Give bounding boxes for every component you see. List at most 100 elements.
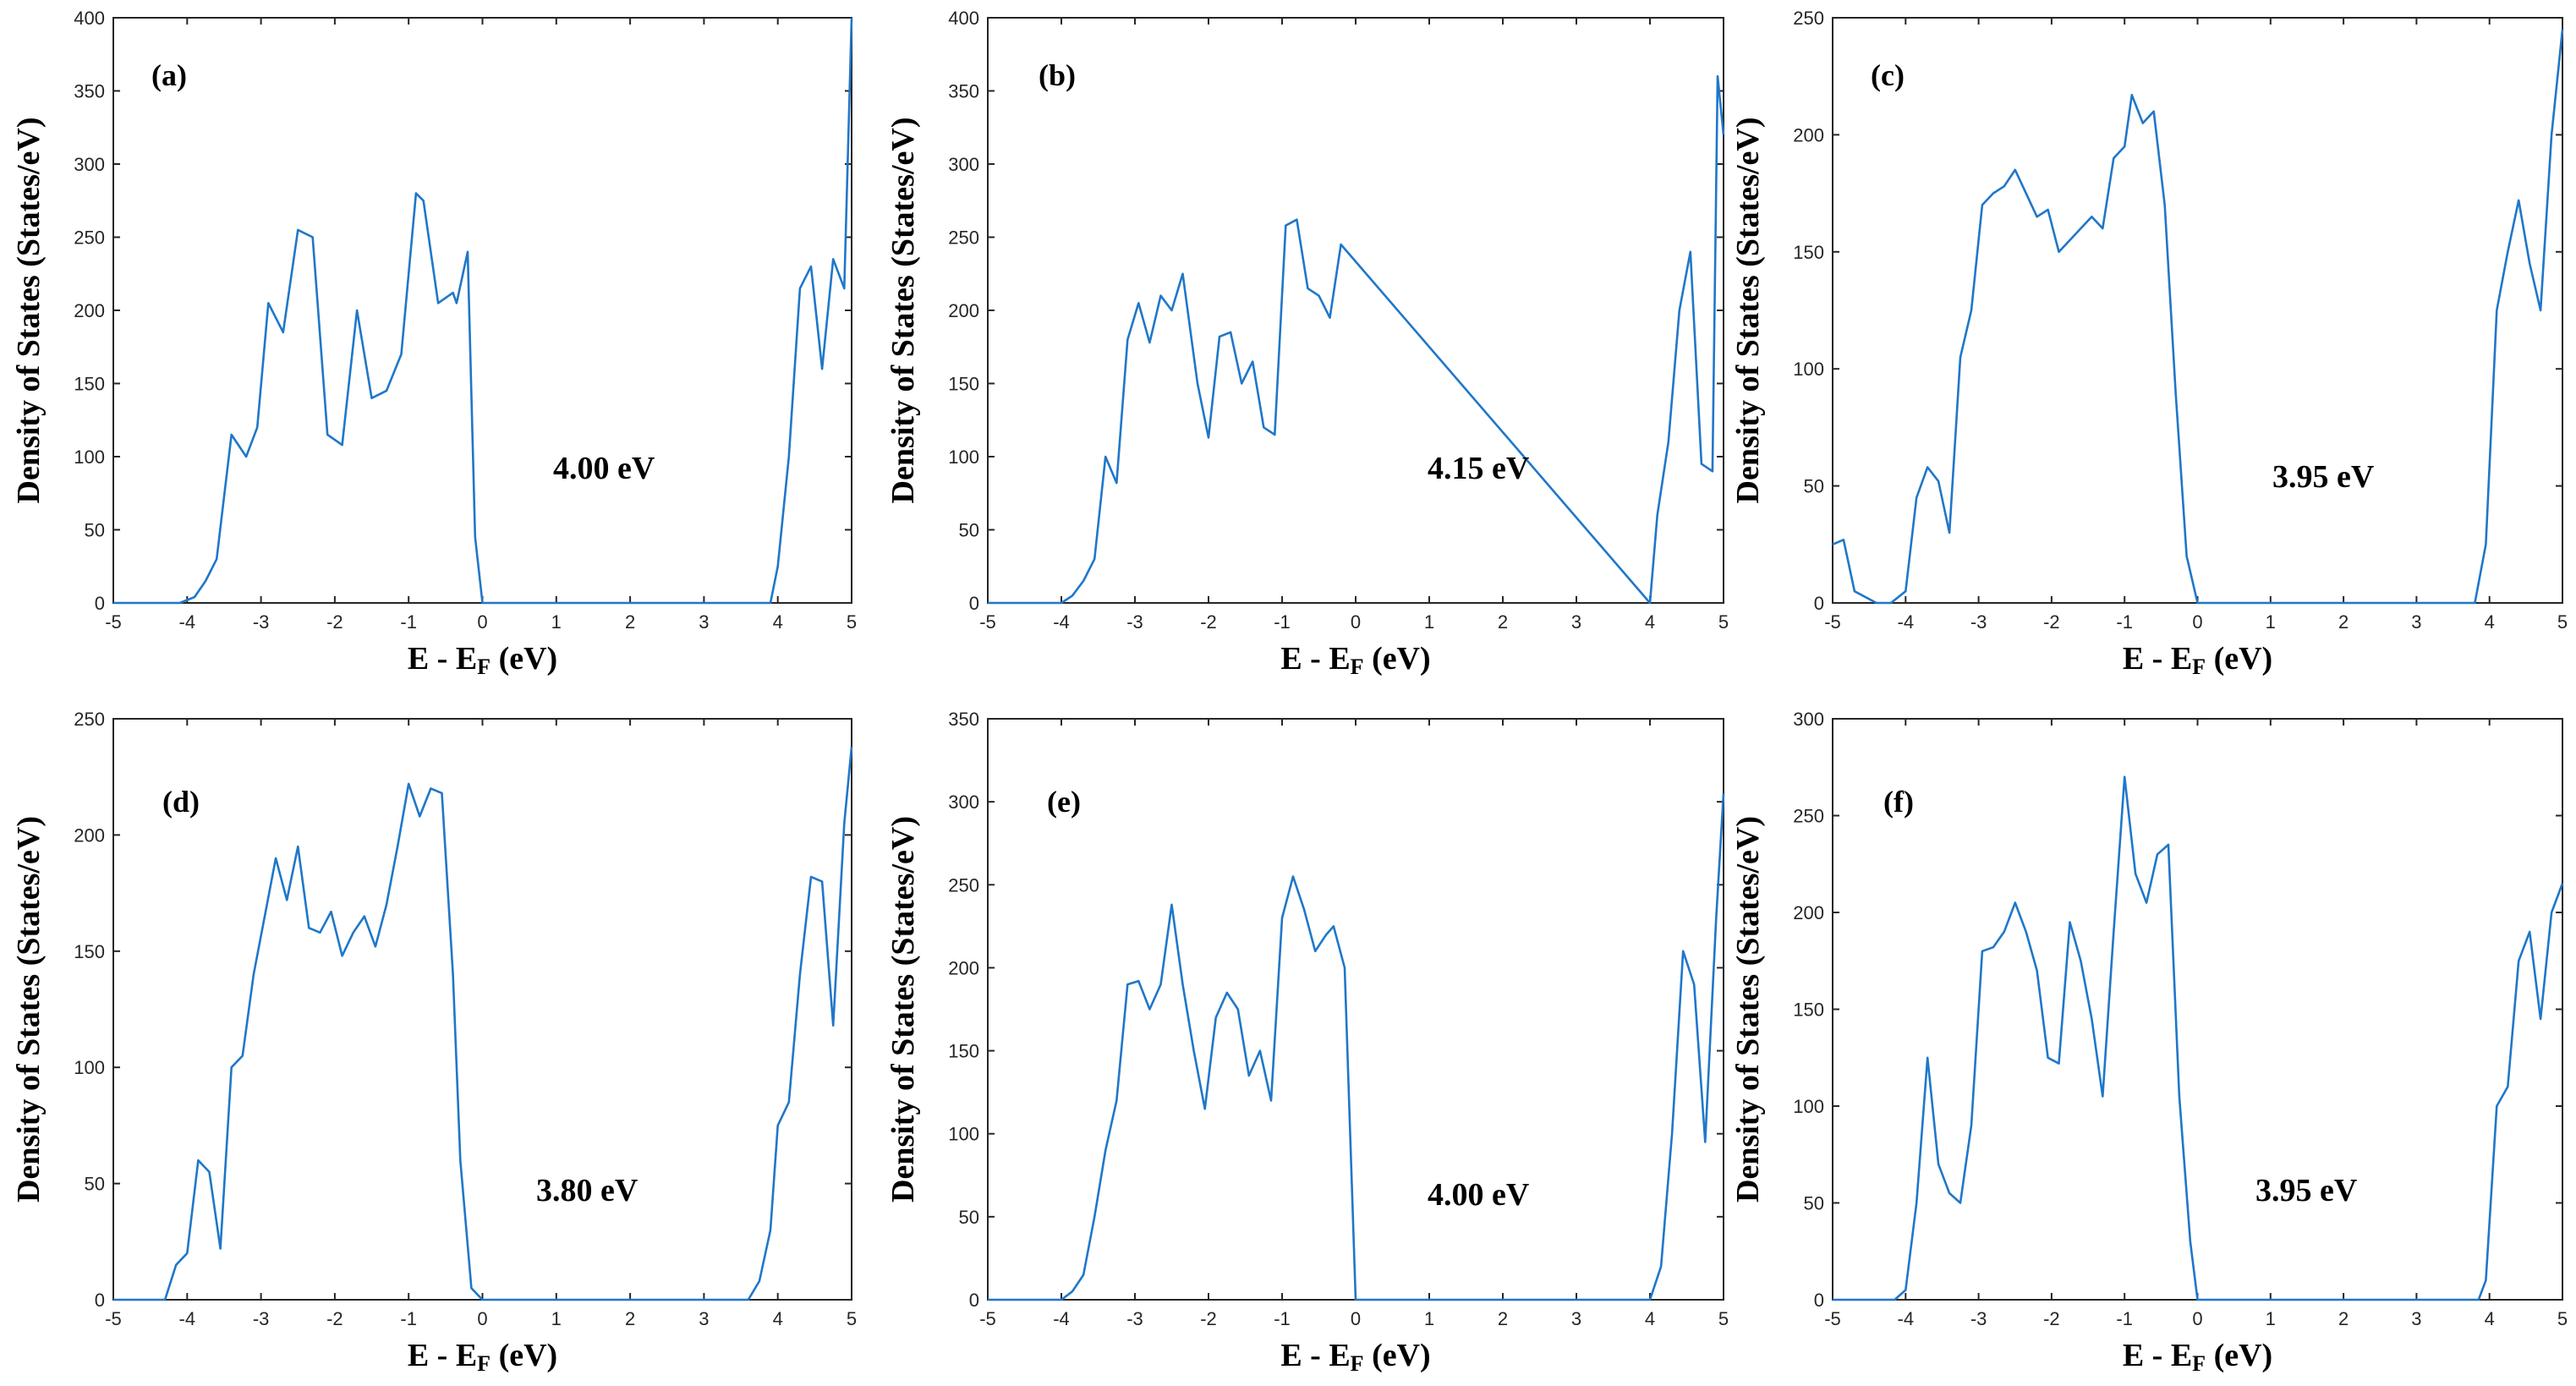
x-tick-label: -4 [179,1308,196,1329]
x-axis-label-subscript: F [1351,1351,1364,1376]
x-tick-label: -2 [326,1308,343,1329]
x-axis-label-main: E - E [408,641,477,677]
x-tick-label: 3 [2411,611,2421,633]
dos-series-line [988,74,1725,605]
x-tick-label: 0 [1351,611,1361,633]
x-axis-label-unit: (eV) [1364,641,1431,677]
x-tick-label: 1 [1424,611,1434,633]
x-tick-label: 3 [1571,1308,1581,1329]
x-tick-label: -4 [1053,1308,1070,1329]
y-tick-label: 100 [948,1124,979,1145]
y-tick-label: 300 [1793,709,1824,730]
y-tick-label: 200 [948,300,979,321]
x-tick-label: -2 [1200,611,1217,633]
dos-series-line [113,17,853,605]
y-axis-label: Density of States (States/eV) [885,816,921,1202]
y-axis-label: Density of States (States/eV) [1730,118,1766,504]
dos-series-line [113,746,853,1301]
y-tick-label: 250 [74,709,105,730]
y-tick-label: 150 [948,1041,979,1062]
x-tick-label: -4 [179,611,196,633]
y-tick-label: 250 [1793,806,1824,827]
y-tick-label: 200 [948,957,979,978]
x-tick-label: -3 [1970,611,1987,633]
y-tick-label: 0 [969,1290,979,1311]
y-tick-label: 50 [959,520,979,541]
y-tick-label: 50 [1804,476,1824,497]
x-tick-label: -5 [105,611,122,633]
x-axis-label-main: E - E [2123,641,2192,677]
x-tick-label: 4 [2485,1308,2495,1329]
y-tick-label: 0 [95,593,105,614]
y-tick-label: 100 [1793,1096,1824,1117]
dos-series-line [988,793,1725,1301]
y-tick-label: 100 [74,446,105,468]
y-tick-label: 150 [948,374,979,395]
band-gap-label: 3.95 eV [2255,1173,2358,1208]
x-tick-label: 0 [2192,1308,2202,1329]
y-tick-label: 400 [74,8,105,29]
x-tick-label: 2 [625,611,635,633]
x-tick-label: 5 [847,611,857,633]
x-tick-label: 1 [551,1308,562,1329]
x-axis-label-main: E - E [408,1338,477,1373]
x-tick-label: 0 [1351,1308,1361,1329]
x-tick-label: 5 [2557,611,2568,633]
y-tick-label: 250 [74,227,105,249]
y-tick-label: 250 [948,227,979,249]
panel-label: (a) [151,58,187,92]
x-axis-label: E - EF (eV) [2123,641,2272,679]
x-tick-label: -1 [400,611,417,633]
y-axis-label: Density of States (States/eV) [11,118,47,504]
y-tick-label: 100 [1793,359,1824,380]
plot-frame [112,718,852,1301]
x-tick-label: 4 [773,611,783,633]
plot-frame [1832,718,2563,1301]
dos-series-line [1833,775,2564,1301]
y-tick-label: 400 [948,8,979,29]
x-axis-label-subscript: F [477,1351,491,1376]
y-tick-label: 150 [1793,1000,1824,1021]
x-axis-label-subscript: F [477,655,491,679]
x-tick-label: 5 [1718,1308,1729,1329]
x-tick-label: 3 [1571,611,1581,633]
x-tick-label: 3 [2411,1308,2421,1329]
band-gap-label: 4.00 eV [1428,1177,1530,1213]
y-tick-label: 300 [948,154,979,175]
y-tick-label: 250 [1793,8,1824,29]
plot-frame [987,17,1724,604]
y-tick-label: 150 [74,374,105,395]
x-tick-label: 4 [773,1308,783,1329]
plot-frame [987,718,1724,1301]
band-gap-label: 4.00 eV [553,451,655,486]
x-axis-label-unit: (eV) [2206,641,2272,677]
x-tick-label: 2 [2338,1308,2349,1329]
x-axis-label-unit: (eV) [491,1338,557,1373]
x-tick-label: -3 [1970,1308,1987,1329]
x-tick-label: -2 [2043,611,2060,633]
x-tick-label: -3 [1126,611,1143,633]
band-gap-label: 3.80 eV [536,1173,639,1208]
x-tick-label: 4 [1645,611,1655,633]
chart-panel-b: -5 -4 -3 -2 -1 0 1 2 3 4 5050100150200250300350400… [885,8,1729,679]
x-tick-label: 2 [1498,611,1508,633]
x-axis-label-subscript: F [2192,1351,2206,1376]
x-tick-label: -3 [1126,1308,1143,1329]
x-tick-label: -5 [979,611,996,633]
x-tick-label: -5 [1824,611,1841,633]
y-tick-label: 300 [74,154,105,175]
y-tick-label: 50 [959,1207,979,1228]
panel-label: (f) [1883,785,1914,819]
y-tick-label: 350 [948,709,979,730]
y-axis-label: Density of States (States/eV) [11,816,47,1202]
x-axis-label-main: E - E [1280,1338,1350,1373]
x-tick-label: 4 [1645,1308,1655,1329]
y-tick-label: 350 [74,81,105,102]
x-axis-label-subscript: F [2192,655,2206,679]
x-tick-label: 0 [477,1308,487,1329]
x-tick-label: 1 [1424,1308,1434,1329]
x-tick-label: 2 [625,1308,635,1329]
